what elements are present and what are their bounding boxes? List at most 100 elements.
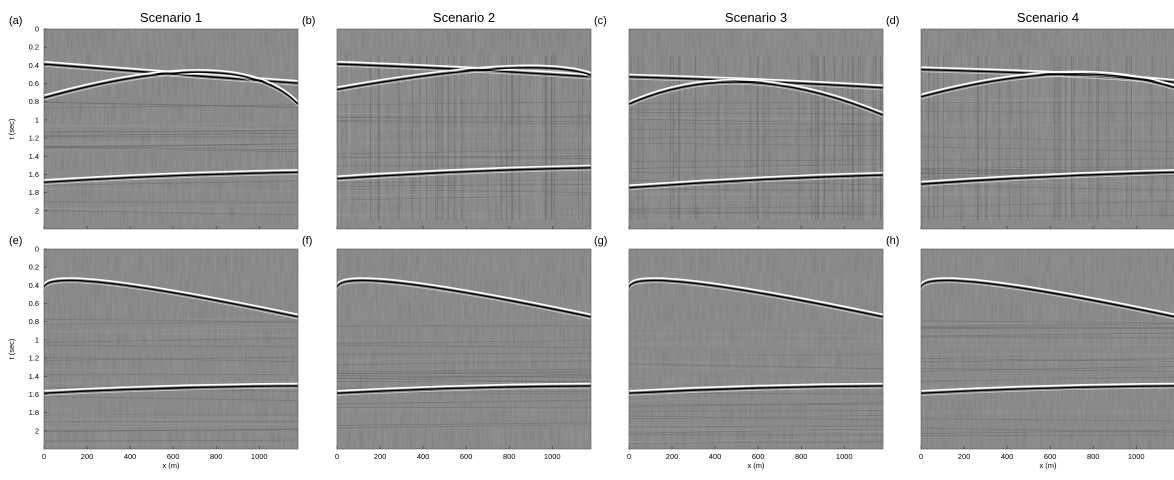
layer-stripe — [921, 320, 1174, 324]
panel-e: (e) 0 0.2 0.4 0.6 0.8 1 1.2 1.4 1.6 1.8 2 0 200 400 600… — [7, 235, 299, 470]
panel-label: (f) — [302, 235, 312, 247]
layer-stripe — [337, 424, 591, 429]
y-axis-label: t (sec) — [7, 338, 16, 359]
layer-stripe — [921, 323, 1174, 327]
column-title-3: Scenario 3 — [725, 10, 787, 25]
y-tick-label: 2 — [35, 426, 39, 435]
plot-frame — [628, 28, 884, 230]
event-hyperbola-white — [629, 78, 883, 114]
panel-label: (a) — [9, 15, 22, 27]
x-axis-label: x (m) — [747, 461, 765, 470]
noise-field — [337, 249, 591, 449]
event-hyperbola-white — [337, 64, 591, 88]
layer-stripe — [337, 352, 591, 355]
panel-label: (b) — [302, 15, 315, 27]
noise-texture — [629, 29, 883, 229]
y-tick-label: 0.8 — [29, 97, 39, 106]
event-hyperbola-echo — [921, 282, 1174, 320]
event-reflector-white — [921, 382, 1174, 392]
panel-label: (c) — [594, 15, 607, 27]
layer-stripe — [629, 215, 883, 222]
panel-label: (d) — [886, 15, 899, 27]
layer-stripe — [44, 373, 298, 376]
layer-stripe — [629, 109, 883, 113]
x-tick-label: 200 — [81, 452, 94, 461]
layer-stripe — [337, 391, 591, 395]
event-reflector-black — [921, 171, 1174, 185]
plot-frame — [43, 248, 299, 450]
event-hyperbola-black — [44, 279, 298, 318]
panel-g: (g) 0 200 400 600 800 1000 x (m) — [594, 235, 884, 470]
event-reflector-white — [629, 171, 883, 187]
layer-stripe — [921, 330, 1174, 336]
y-tick-label: 0.4 — [29, 281, 39, 290]
layer-stripe — [921, 360, 1174, 364]
x-tick-label: 600 — [752, 452, 765, 461]
layer-stripe — [44, 417, 298, 421]
x-tick-label: 200 — [374, 452, 387, 461]
event-reflector-echo — [44, 387, 298, 396]
layer-stripe — [629, 205, 883, 210]
layer-stripe — [44, 204, 298, 210]
event-reflector-black — [337, 385, 591, 394]
event-reflector-black — [921, 385, 1174, 394]
layer-stripe — [44, 147, 298, 153]
layer-stripe — [337, 408, 591, 411]
y-tick-label: 1.6 — [29, 390, 39, 399]
layer-stripe — [44, 317, 298, 323]
layer-stripe — [629, 428, 883, 434]
layer-stripe — [629, 180, 883, 186]
x-tick-label: 800 — [795, 452, 808, 461]
layer-stripe — [921, 358, 1174, 362]
noise-texture — [337, 29, 591, 229]
event-reflector-white — [337, 382, 591, 392]
panel-label: (h) — [886, 235, 899, 247]
y-tick-label: 1.4 — [29, 372, 39, 381]
noise-texture — [337, 249, 591, 449]
event-reflector-black — [44, 171, 298, 184]
layer-stripe — [337, 127, 591, 131]
y-tick-label: 0.8 — [29, 317, 39, 326]
panel-label: (g) — [594, 235, 607, 247]
x-tick-label: 1000 — [1128, 452, 1145, 461]
layer-stripe — [337, 375, 591, 378]
event-hyperbola-echo — [44, 74, 298, 107]
event-hyperbola-white — [44, 277, 298, 316]
layer-stripe — [44, 356, 298, 361]
layer-stripe — [629, 117, 883, 120]
layer-stripe — [629, 210, 883, 215]
event-hyperbola-echo — [921, 75, 1174, 100]
layer-stripe — [44, 133, 298, 136]
y-tick-label: 1.8 — [29, 408, 39, 417]
event-reflector-black — [44, 385, 298, 394]
layer-stripe — [629, 128, 883, 132]
layer-stripe — [629, 437, 883, 443]
layer-stripe — [629, 171, 883, 176]
event-hyperbola-echo — [337, 282, 591, 320]
layer-stripe — [44, 180, 298, 186]
layer-stripe — [629, 159, 883, 162]
layer-stripe — [44, 209, 298, 216]
layer-stripe — [44, 414, 298, 418]
layer-stripe — [629, 344, 883, 347]
y-tick-label: 1.2 — [29, 354, 39, 363]
noise-field — [629, 249, 883, 449]
layer-stripe — [337, 399, 591, 405]
x-tick-label: 600 — [167, 452, 180, 461]
layer-stripe — [337, 188, 591, 194]
layer-stripe — [44, 428, 298, 433]
x-tick-label: 800 — [210, 452, 223, 461]
noise-texture — [921, 249, 1174, 449]
layer-stripe — [629, 360, 883, 367]
layer-stripe — [44, 321, 298, 325]
column-title-1: Scenario 1 — [140, 10, 202, 25]
x-tick-label: 0 — [335, 452, 339, 461]
layer-stripe — [337, 422, 591, 426]
x-tick-label: 600 — [460, 452, 473, 461]
x-tick-label: 1000 — [544, 452, 561, 461]
layer-stripe — [629, 165, 883, 172]
layer-stripe — [337, 121, 591, 125]
event-hyperbola-black — [44, 71, 298, 105]
event-hyperbola-black — [629, 81, 883, 116]
y-tick-label: 1 — [35, 115, 39, 124]
